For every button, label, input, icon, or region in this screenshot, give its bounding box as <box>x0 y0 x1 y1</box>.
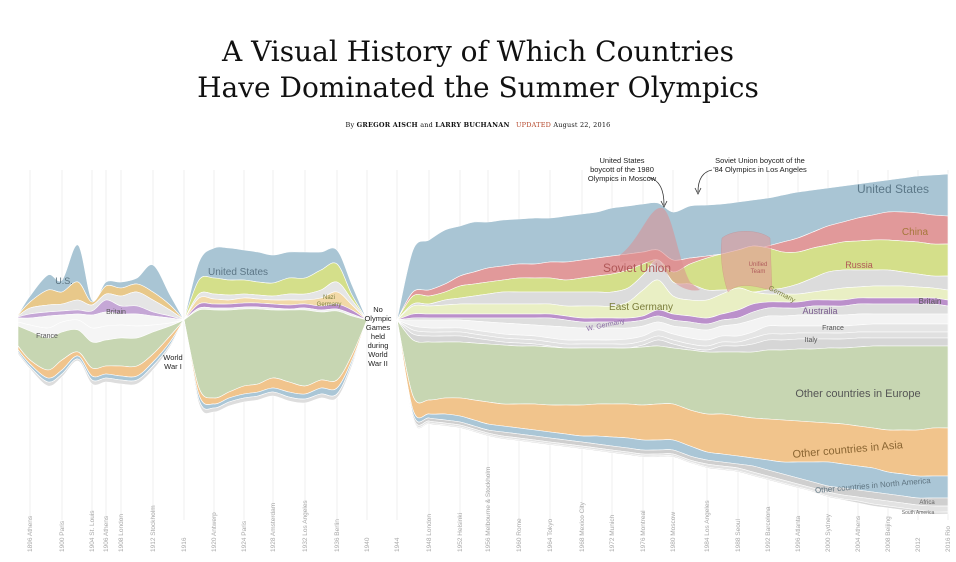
annotation-1984: Soviet Union boycott of the '84 Olympics … <box>713 156 807 174</box>
tick-1988: 1988 Seoul <box>735 519 742 552</box>
tick-1944: 1944 <box>394 537 401 552</box>
label-south-america-2016: South America <box>902 510 935 516</box>
tick-1948: 1948 London <box>426 514 433 552</box>
title-line-2: Have Dominated the Summer Olympics <box>197 71 759 104</box>
tick-1924: 1924 Paris <box>241 520 248 552</box>
byline-prefix: By <box>345 121 355 129</box>
tick-1972: 1972 Munich <box>609 514 616 552</box>
era-1948-band-16 <box>396 319 949 515</box>
tick-1956: 1956 Melbourne & Stockholm <box>485 467 492 552</box>
gap-labels: World War I No Olympic Games held during World W… <box>163 305 392 371</box>
gap-label-1940: No Olympic Games held during World War II <box>364 305 391 368</box>
tick-1920: 1920 Antwerp <box>211 512 218 552</box>
stream-areas <box>17 173 949 515</box>
tick-1908: 1908 London <box>118 514 125 552</box>
annotation-1980-arrow <box>647 176 665 206</box>
soviet-detail <box>620 207 773 293</box>
tick-1912: 1912 Stockholm <box>150 505 157 552</box>
tick-1952: 1952 Helsinki <box>457 513 464 552</box>
tick-1928: 1928 Amsterdam <box>270 503 277 552</box>
tick-1980: 1980 Moscow <box>670 512 677 552</box>
tick-1960: 1960 Rome <box>516 518 523 552</box>
tick-1936: 1936 Berlin <box>334 519 341 552</box>
label-united-states-1920: United States <box>208 267 268 278</box>
tick-1964: 1964 Tokyo <box>547 518 554 552</box>
label-united-states-2008: United States <box>857 182 929 196</box>
era-1920-band-9 <box>183 319 368 414</box>
tick-1996: 1996 Atlanta <box>795 515 802 552</box>
tick-1976: 1976 Montreal <box>640 510 647 552</box>
tick-1916: 1916 <box>181 537 188 552</box>
label-soviet-union-1956: Soviet Union <box>603 261 671 275</box>
tick-1984: 1984 Los Angeles <box>704 500 711 552</box>
tick-1940: 1940 <box>364 537 371 552</box>
tick-1896: 1896 Athens <box>27 515 34 552</box>
tick-2000: 2000 Sydney <box>825 513 832 552</box>
era-1896 <box>17 244 185 387</box>
tick-1932: 1932 Los Angeles <box>302 500 309 552</box>
label-britain-1908: Britain <box>106 309 126 316</box>
label-unified-team-1992: Unified Team <box>749 262 768 275</box>
label-italy-2000: Italy <box>805 337 818 344</box>
era-1920 <box>183 246 368 414</box>
byline-and: and <box>420 121 434 129</box>
label-africa-2016: Africa <box>919 500 935 506</box>
gap-label-1916: World War I <box>163 353 182 371</box>
label-france-2000: France <box>822 325 844 332</box>
byline: By GREGOR AISCH and LARRY BUCHANAN UPDAT… <box>0 121 956 129</box>
label-china-2012: China <box>902 227 929 238</box>
tick-1992: 1992 Barcelona <box>765 506 772 552</box>
tick-1904: 1904 St. Louis <box>89 510 96 552</box>
label-nazi-germany-1936: Nazi Germany <box>317 295 342 308</box>
annotations: United States boycott of the 1980 Olympics… <box>588 156 807 208</box>
label-france-1896: France <box>36 333 58 340</box>
label-russia-2000: Russia <box>845 260 873 270</box>
annotation-1980-arrowhead <box>660 200 668 208</box>
title-line-1: A Visual History of Which Countries <box>221 35 735 68</box>
chart-title: A Visual History of Which Countries Have… <box>0 34 956 106</box>
tick-1906: 1906 Athens <box>103 515 110 552</box>
updated-label: UPDATED <box>515 121 552 129</box>
author-2[interactable]: LARRY BUCHANAN <box>435 121 510 129</box>
unified-team-area <box>721 231 773 293</box>
tick-2008: 2008 Beijing <box>885 516 892 552</box>
tick-2012: 2012 <box>915 537 922 552</box>
label-britain-2016: Britain <box>919 297 942 306</box>
x-axis-ticks: 1896 Athens 1900 Paris 1904 St. Louis 1906 … <box>27 467 952 552</box>
annotation-1984-arrow <box>697 169 713 193</box>
label-australia-2004: Australia <box>802 306 837 316</box>
soviet-peak-1980 <box>620 207 700 291</box>
updated-date: August 22, 2016 <box>553 121 611 129</box>
label-u-s--1896: U.S. <box>55 276 73 286</box>
author-1[interactable]: GREGOR AISCH <box>356 121 418 129</box>
tick-1968: 1968 Mexico City <box>579 501 586 552</box>
label-other-countries-in-europe-2004: Other countries in Europe <box>795 388 920 400</box>
tick-2004: 2004 Athens <box>855 515 862 552</box>
tick-2016: 2016 Rio <box>945 526 952 552</box>
label-east-germany-1968: East Germany <box>609 302 673 313</box>
annotation-1980: United States boycott of the 1980 Olympics… <box>588 156 657 183</box>
annotation-1984-arrowhead <box>694 187 702 195</box>
tick-1900: 1900 Paris <box>59 520 66 552</box>
